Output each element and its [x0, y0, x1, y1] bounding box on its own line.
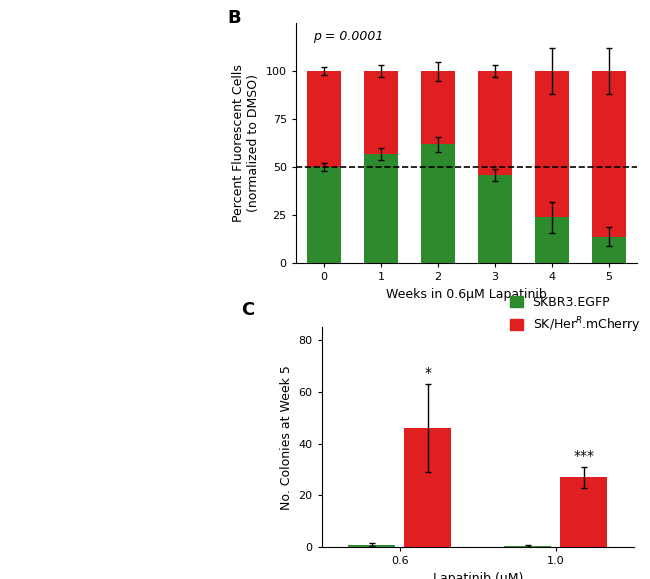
Bar [504, 546, 551, 547]
Text: C: C [240, 301, 254, 318]
Bar [592, 71, 625, 237]
Bar [560, 477, 607, 547]
Text: A: A [5, 9, 19, 27]
Bar [592, 237, 625, 263]
Bar [534, 71, 569, 217]
Y-axis label: Percent Fluorescent Cells
(normalized to DMSO): Percent Fluorescent Cells (normalized to… [232, 64, 260, 222]
Text: ***: *** [573, 449, 594, 463]
Legend: SKBR3.EGFP, SK/Her$^R$.mCherry: SKBR3.EGFP, SK/Her$^R$.mCherry [510, 296, 640, 335]
Bar [421, 71, 455, 144]
Bar [421, 144, 455, 263]
X-axis label: Weeks in 0.6μM Lapatinib: Weeks in 0.6μM Lapatinib [386, 288, 547, 301]
Bar [348, 545, 395, 547]
Bar [478, 175, 512, 263]
Text: p = 0.0001: p = 0.0001 [313, 30, 384, 43]
Text: *: * [424, 366, 432, 380]
Bar [478, 71, 512, 175]
Bar [307, 167, 341, 263]
X-axis label: Lapatinib (μM): Lapatinib (μM) [432, 571, 523, 579]
Bar [307, 71, 341, 167]
Bar [364, 154, 398, 263]
Y-axis label: No. Colonies at Week 5: No. Colonies at Week 5 [280, 365, 293, 510]
Text: B: B [227, 9, 241, 27]
Bar [534, 217, 569, 263]
Bar [364, 71, 398, 154]
Bar [404, 428, 451, 547]
